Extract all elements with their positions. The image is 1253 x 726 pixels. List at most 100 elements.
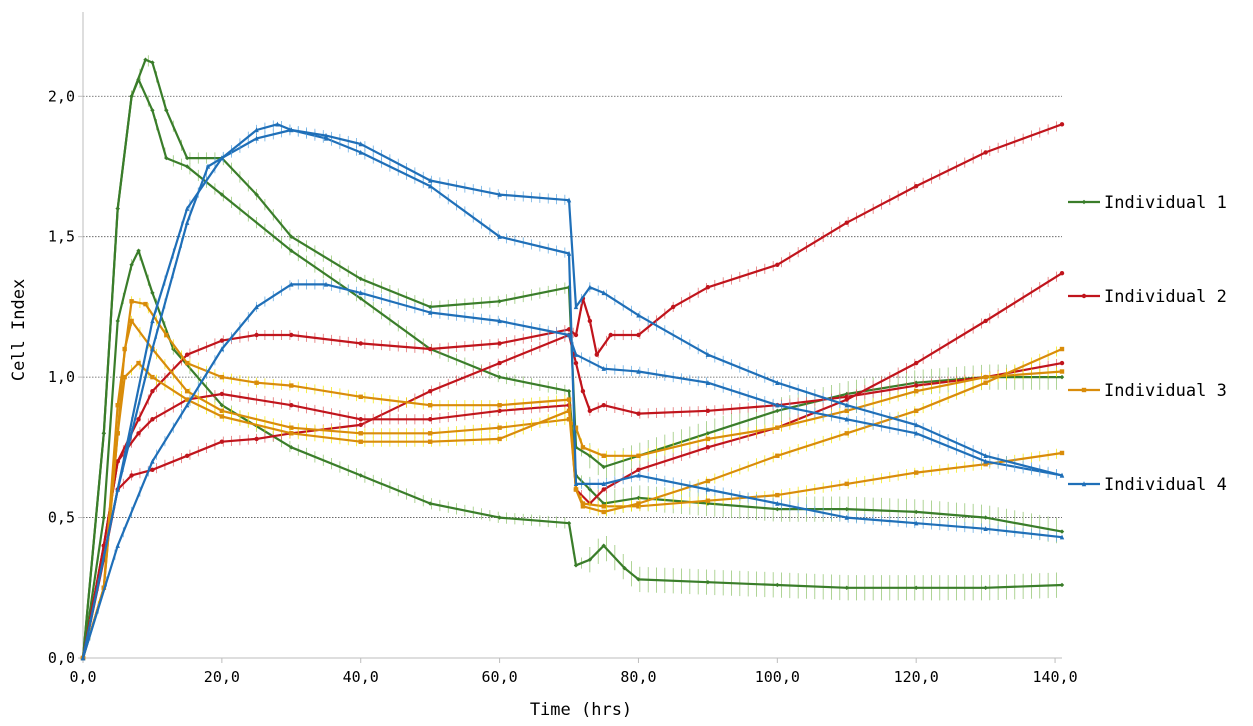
x-tick-label-4: 80,0 [620, 668, 656, 686]
series-2-point-21 [913, 509, 919, 515]
series-12-point-14 [587, 284, 593, 290]
series-8-point-21 [913, 470, 919, 475]
series-7-point-11 [497, 425, 502, 430]
series-12-point-12 [566, 197, 572, 203]
series-3-point-9 [254, 192, 259, 197]
y-tick-label-1: 0,5 [48, 509, 75, 527]
series-11-point-18 [844, 514, 849, 520]
series-7-point-16 [636, 453, 641, 458]
series-11-point-13 [573, 481, 579, 487]
series-6-point-18 [636, 332, 641, 338]
series-3-point-11 [358, 276, 363, 282]
series-9-point-4 [136, 360, 141, 366]
series-12-point-19 [844, 402, 849, 408]
x-tick-label-2: 40,0 [343, 668, 379, 686]
legend-item-3: Individual 3 [1068, 381, 1227, 401]
series-12-point-21 [983, 453, 988, 458]
series-5-point-19 [913, 360, 919, 366]
series-7-point-8 [289, 425, 294, 430]
legend-swatch-marker [1081, 481, 1087, 487]
series-1-point-9 [358, 473, 363, 478]
series-2-point-17 [636, 495, 641, 501]
series-7-point-14 [580, 445, 586, 450]
series-2-point-13 [566, 388, 572, 394]
series-9-point-9 [358, 439, 363, 444]
series-9-point-14 [580, 504, 586, 509]
series-1-point-15 [601, 543, 606, 548]
series-4-point-11 [497, 360, 502, 366]
series-6-point-11 [497, 341, 502, 346]
series-8-point-22 [983, 462, 988, 467]
series-1-point-1 [101, 515, 107, 520]
series-1-point-8 [289, 445, 294, 450]
series-9-point-12 [566, 408, 572, 414]
series-11-point-9 [358, 149, 363, 155]
series-9-point-18 [775, 453, 780, 458]
legend: Individual 1 Individual 2 Individual 3 Indi… [1068, 193, 1227, 495]
series-10-point-18 [913, 430, 919, 436]
series-1-point-13 [573, 563, 579, 568]
series-7-point-9 [358, 431, 363, 436]
series-5-point-4 [150, 417, 155, 422]
legend-label-4: Individual 4 [1104, 475, 1227, 495]
series-6-point-10 [427, 346, 433, 352]
series-3-point-4 [143, 57, 148, 62]
series-6-point-9 [358, 341, 363, 346]
series-2-point-19 [775, 506, 780, 512]
series-8-point-23 [1059, 450, 1065, 456]
series-5-point-14 [601, 487, 606, 492]
series-11-point-20 [983, 526, 988, 531]
series-6-point-17 [608, 332, 613, 338]
legend-label-3: Individual 3 [1104, 381, 1227, 401]
series-3-point-21 [844, 391, 849, 397]
series-2-point-20 [844, 506, 849, 512]
series-12-point-15 [601, 290, 606, 296]
series-3-point-19 [705, 431, 711, 436]
series-8-point-4 [143, 301, 148, 307]
legend-swatch-marker [1081, 293, 1087, 299]
series-4-point-14 [580, 388, 586, 394]
series-5-point-3 [136, 431, 141, 436]
series-9-point-16 [636, 501, 641, 506]
series-8-point-16 [601, 504, 606, 509]
series-10-point-17 [844, 416, 849, 422]
y-tick-label-0: 0,0 [48, 649, 75, 667]
series-9-point-10 [427, 439, 433, 444]
series-1-point-11 [497, 515, 502, 520]
legend-swatch-marker [1081, 199, 1087, 205]
series-6-point-24 [983, 150, 988, 155]
series-3-error-bars [89, 55, 1057, 589]
series-12-point-13 [573, 304, 579, 310]
series-3-point-17 [601, 464, 606, 470]
series-6-point-2 [115, 459, 120, 464]
series-11-point-21 [1059, 534, 1065, 540]
series-10-point-13 [601, 366, 606, 371]
series-12-point-11 [497, 191, 502, 197]
series-12-point-5 [254, 127, 259, 133]
series-10-point-9 [427, 309, 433, 315]
series-8-point-6 [184, 360, 190, 366]
series-7-point-17 [705, 436, 711, 442]
series-6-point-20 [705, 285, 711, 290]
series-6-point-21 [775, 262, 780, 267]
series-11-point-15 [636, 472, 641, 478]
series-1-point-20 [844, 585, 849, 590]
series-8-point-20 [844, 481, 849, 487]
series-11-point-3 [184, 219, 190, 225]
series-8 [80, 296, 1065, 661]
series-1-point-19 [775, 582, 780, 588]
axes: 0,0 20,0 40,0 60,0 80,0 100,0 120,0 140,0 0,0 0,5… [48, 12, 1078, 686]
series-4-point-6 [219, 439, 225, 444]
series-12-point-22 [1059, 472, 1065, 478]
series-12-point-16 [636, 312, 641, 318]
series-12-point-9 [358, 141, 363, 147]
series-9-point-8 [289, 431, 294, 436]
series-10-point-11 [566, 332, 572, 338]
series-2-point-6 [164, 155, 169, 161]
series-11-point-11 [497, 233, 502, 239]
series-8-point-8 [254, 380, 259, 385]
series-7-point-15 [601, 453, 606, 458]
series-12-point-3 [184, 205, 190, 211]
series-7-point-19 [844, 408, 849, 414]
